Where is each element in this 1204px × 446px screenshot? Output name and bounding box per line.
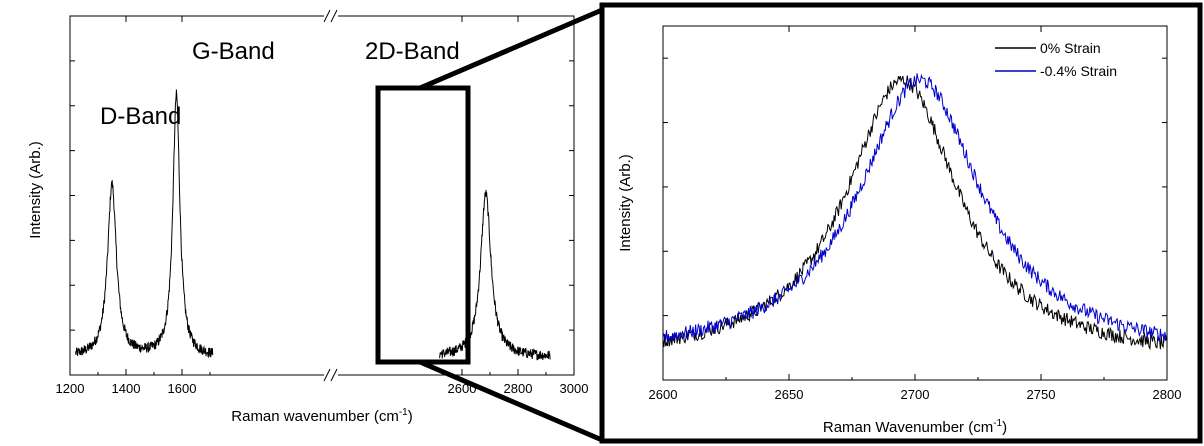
left-x-axis-title: Raman wavenumber (cm-1) — [231, 407, 412, 425]
2d-band-label: 2D-Band — [365, 38, 460, 65]
axis-break-mark — [330, 368, 338, 382]
right-x-tick-label: 2700 — [901, 387, 930, 402]
axis-break-mark — [323, 368, 331, 382]
zoom-connector-bottom — [419, 359, 603, 443]
left-axis-break-gap-top — [324, 10, 338, 22]
right-panel: 2600 2650 2700 2750 2800 0% Strain -0.4% Str… — [599, 2, 1203, 444]
right-x-tick-label: 2800 — [1153, 387, 1182, 402]
axis-break-mark — [330, 9, 338, 23]
right-x-ticks: 2600 2650 2700 2750 2800 — [649, 26, 1182, 402]
legend-label-1: -0.4% Strain — [1040, 63, 1117, 79]
spectrum-line-segment-2 — [439, 189, 551, 361]
left-y-ticks — [70, 60, 574, 331]
legend: 0% Strain -0.4% Strain — [995, 40, 1117, 79]
highlight-box — [375, 85, 471, 365]
left-x-ticks: 1200 1400 1600 2600 2800 3000 — [56, 16, 589, 396]
spectrum-line-segment-1 — [75, 89, 214, 359]
right-x-tick-label: 2600 — [649, 387, 678, 402]
series-line-0-percent-strain — [662, 75, 1168, 351]
d-band-label: D-Band — [100, 103, 181, 130]
left-x-tick-label: 3000 — [560, 381, 589, 396]
zoom-connector-top — [419, 7, 603, 91]
left-axis-break-gap-bottom — [324, 368, 338, 382]
left-x-tick-label: 2800 — [504, 381, 533, 396]
right-x-axis-title: Raman Wavenumber (cm-1) — [823, 418, 1007, 436]
legend-label-0: 0% Strain — [1040, 40, 1101, 56]
right-y-axis-title: Intensity (Arb.) — [617, 154, 634, 252]
right-x-tick-label: 2750 — [1027, 387, 1056, 402]
right-x-tick-label: 2650 — [775, 387, 804, 402]
axis-break-marks — [323, 9, 338, 382]
axis-break-mark — [323, 9, 331, 23]
left-x-tick-label: 1200 — [56, 381, 85, 396]
right-y-ticks — [663, 57, 1167, 317]
left-x-tick-label: 1400 — [112, 381, 141, 396]
left-panel: 1200 1400 1600 2600 2800 3000 D-Band G-Band 2… — [27, 9, 589, 425]
left-y-axis-title: Intensity (Arb.) — [27, 141, 44, 239]
series-line-minus-0-4-percent-strain — [662, 73, 1167, 342]
left-x-tick-label: 1600 — [168, 381, 197, 396]
inset-border — [599, 2, 1203, 444]
g-band-label: G-Band — [192, 38, 275, 65]
